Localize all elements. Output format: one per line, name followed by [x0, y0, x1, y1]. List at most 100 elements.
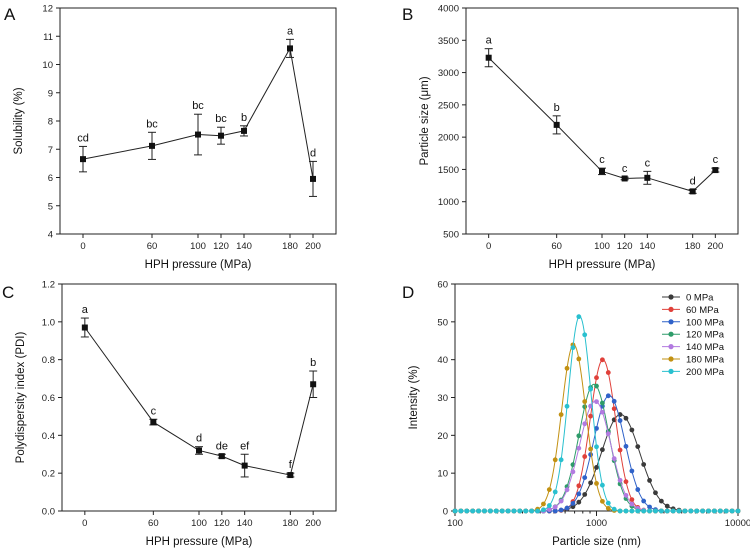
distribution-point: [599, 400, 605, 406]
distribution-point: [599, 482, 605, 488]
significance-letter: c: [645, 157, 651, 169]
data-point: [81, 324, 88, 331]
y-tick-label: 500: [443, 230, 459, 241]
distribution-point: [517, 508, 523, 514]
y-tick-label: 5: [48, 201, 53, 212]
y-tick-label: 50: [437, 317, 448, 328]
distribution-point: [558, 498, 564, 504]
chart-panel-D: D Particle size (nm) Intensity (%) 0 10 20 30 4…: [402, 280, 750, 548]
distribution-point: [712, 508, 717, 514]
distribution-point: [605, 370, 611, 375]
legend-label: 120 MPa: [686, 330, 725, 341]
distribution-point: [570, 469, 576, 475]
distribution-point: [594, 375, 599, 381]
x-tick-label: 180: [685, 241, 701, 252]
legend-marker: [668, 319, 674, 325]
distribution-point: [529, 508, 535, 514]
distribution-point: [458, 508, 464, 514]
x-tick-label: 120: [213, 241, 229, 252]
significance-letter: c: [713, 154, 719, 166]
distribution-point: [564, 365, 570, 371]
legend-label: 200 MPa: [686, 367, 725, 378]
data-point: [621, 175, 628, 182]
chart-panel-A: A HPH pressure (MPa) Solubility (%) 4 5 6 7 8 9 1…: [4, 4, 337, 271]
distribution-point: [570, 345, 576, 351]
data-point: [310, 175, 316, 182]
data-point: [241, 127, 247, 134]
x-tick-label: 180: [282, 241, 298, 252]
distribution-point: [599, 447, 605, 453]
x-tick-label: 200: [707, 241, 723, 252]
distribution-point: [635, 487, 641, 492]
y-tick-label: 60: [437, 280, 448, 291]
significance-letter: bc: [192, 100, 204, 112]
y-tick-label: 40: [437, 355, 448, 366]
y-tick-label: 10: [42, 60, 53, 71]
distribution-point: [670, 508, 676, 514]
data-point: [287, 45, 293, 52]
distribution-point: [546, 487, 552, 493]
chart-panel-B: B HPH pressure (MPa) Particle size (μm) 500…: [402, 4, 739, 271]
significance-letter: a: [287, 25, 294, 37]
data-point: [644, 174, 651, 181]
distribution-point: [576, 499, 582, 505]
distribution-point: [588, 413, 594, 419]
legend-marker: [668, 294, 674, 300]
distribution-point: [505, 508, 511, 514]
y-tick-label: 3000: [438, 68, 459, 79]
distribution-point: [552, 508, 558, 514]
distribution-point: [558, 412, 564, 418]
y-tick-label: 2000: [438, 133, 459, 144]
distribution-curve: [455, 400, 738, 512]
y-tick-label: 30: [437, 393, 448, 404]
distribution-point: [611, 506, 617, 512]
panel-label: D: [402, 283, 414, 302]
x-tick-label: 200: [305, 518, 321, 529]
plot-frame: [61, 283, 337, 512]
distribution-point: [594, 444, 599, 450]
distribution-point: [576, 483, 582, 489]
chart-panel-C: C HPH pressure (MPa) Polydispersity index …: [2, 280, 337, 548]
distribution-point: [582, 492, 588, 497]
significance-letter: d: [310, 147, 316, 159]
y-tick-label: 20: [437, 431, 448, 442]
distribution-point: [629, 468, 635, 474]
distribution-point: [623, 415, 629, 421]
distribution-point: [717, 508, 723, 514]
distribution-point: [706, 508, 711, 514]
y-tick-label: 3500: [438, 36, 459, 47]
significance-letter: de: [216, 440, 228, 452]
data-point: [712, 167, 719, 174]
distribution-point: [594, 425, 599, 431]
distribution-point: [605, 500, 611, 506]
distribution-point: [576, 433, 582, 439]
x-tick-label: 60: [551, 241, 562, 252]
data-point: [287, 472, 294, 479]
y-tick-label: 6: [48, 173, 53, 184]
distribution-point: [588, 446, 594, 452]
data-point: [80, 156, 86, 163]
distribution-point: [629, 497, 635, 503]
distribution-point: [605, 393, 611, 399]
distribution-point: [629, 501, 635, 507]
significance-letter: c: [599, 154, 605, 166]
x-tick-label: 0: [486, 241, 491, 252]
y-tick-label: 0.0: [42, 507, 55, 518]
distribution-point: [476, 508, 481, 514]
panel-label: C: [2, 283, 14, 302]
x-tick-label: 200: [305, 241, 321, 252]
distribution-point: [605, 505, 611, 511]
distribution-point: [605, 431, 611, 437]
x-tick-label: 100: [190, 241, 206, 252]
distribution-point: [735, 508, 741, 514]
distribution-point: [623, 492, 629, 498]
data-point: [553, 121, 560, 128]
legend-label: 0 MPa: [686, 293, 714, 304]
data-point: [310, 381, 317, 388]
y-tick-label: 0.4: [42, 431, 55, 442]
distribution-point: [499, 508, 505, 514]
y-tick-label: 11: [43, 32, 53, 43]
y-axis-label: Particle size (μm): [419, 76, 431, 165]
significance-letter: cd: [77, 132, 89, 144]
significance-letter: b: [310, 357, 316, 369]
